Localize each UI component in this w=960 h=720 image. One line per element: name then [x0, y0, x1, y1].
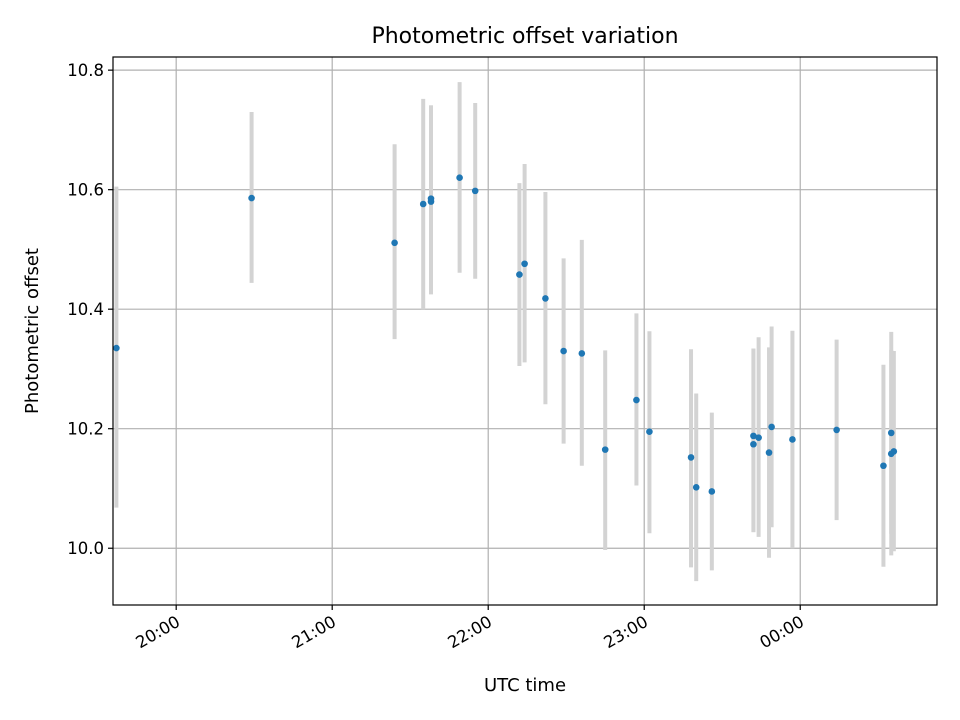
data-point — [113, 344, 120, 352]
data-point — [880, 462, 887, 470]
y-tick-label: 10.6 — [67, 181, 104, 200]
data-point — [750, 432, 757, 440]
data-point — [833, 426, 840, 434]
data-point — [248, 194, 255, 202]
data-point — [887, 429, 895, 437]
chart-title: Photometric offset variation — [371, 24, 678, 49]
data-point — [890, 448, 898, 455]
data-point — [456, 174, 463, 182]
data-point — [765, 449, 773, 456]
data-point — [633, 396, 640, 404]
data-point — [391, 239, 398, 247]
data-point — [516, 271, 523, 278]
x-axis-label: UTC time — [484, 675, 566, 696]
data-point — [427, 195, 435, 202]
y-tick-label: 10.8 — [67, 61, 104, 80]
data-point — [578, 350, 586, 357]
data-point — [601, 446, 609, 453]
data-point — [768, 423, 775, 431]
data-point — [560, 347, 567, 355]
data-point — [708, 488, 716, 495]
y-axis-label: Photometric offset — [22, 248, 43, 414]
data-point — [542, 295, 549, 302]
y-tick-label: 10.4 — [67, 300, 104, 319]
data-point — [419, 200, 427, 208]
data-point — [521, 260, 528, 268]
y-axis-ticks: 10.0 10.2 10.4 10.6 10.8 — [67, 61, 113, 558]
y-tick-label: 10.2 — [67, 420, 104, 439]
y-tick-label: 10.0 — [67, 539, 104, 558]
data-point — [692, 483, 700, 491]
data-point — [646, 428, 653, 435]
data-point — [750, 440, 757, 448]
data-point — [789, 436, 796, 443]
data-points — [113, 174, 898, 495]
data-point — [687, 454, 695, 461]
data-point — [471, 187, 479, 195]
plot-area-frame — [112, 56, 938, 606]
data-point — [755, 434, 762, 441]
